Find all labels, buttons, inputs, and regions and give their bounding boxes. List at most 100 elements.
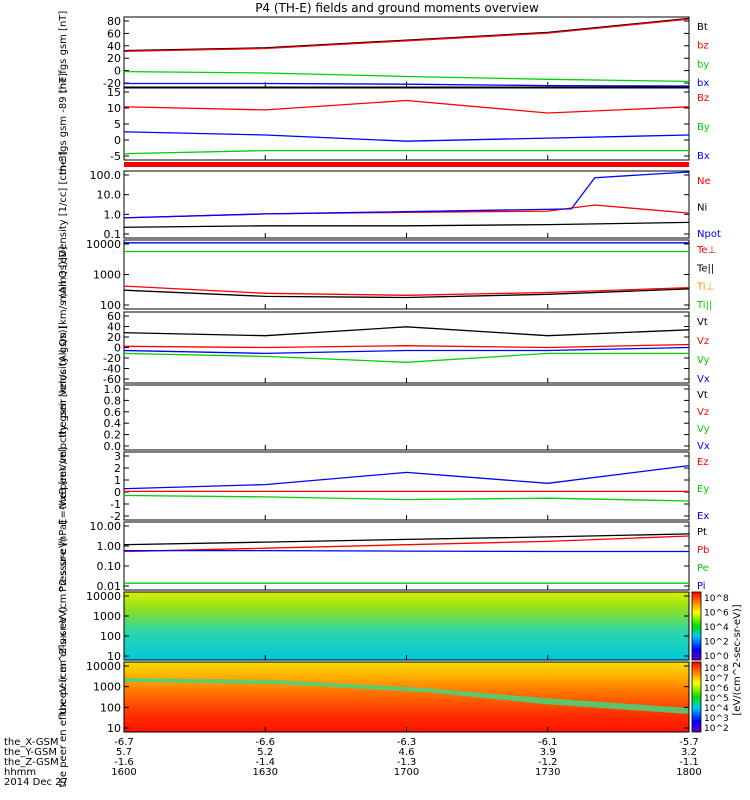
y-tick-label: 1.0: [104, 383, 122, 396]
legend-Pb: Pb: [697, 545, 709, 556]
y-tick-label: 0.8: [104, 394, 122, 407]
colorbar-tick-label: 10^2: [704, 724, 729, 734]
y-tick-label: 0.2: [104, 429, 122, 442]
footer-value: 3.9: [540, 747, 556, 758]
colorbar-tick-label: 10^4: [704, 623, 729, 633]
footer-value: -1.1: [679, 757, 699, 768]
y-tick-label: 10: [107, 722, 121, 735]
legend-Npot: Npot: [697, 229, 721, 240]
series-bz: [123, 18, 690, 52]
y-tick-label: 10000: [86, 590, 121, 603]
legend-Te⊥: Te⊥: [696, 245, 716, 256]
panel-8: 10.00 1.00 0.10 0.01 Pressure [nPa] Pt Pb Pe Pi: [58, 520, 709, 593]
legend-Vy: Vy: [697, 355, 710, 366]
footer-row-label: the_Y-GSM: [4, 747, 57, 758]
footer-row-label: the_X-GSM: [4, 737, 58, 748]
series-bx: [124, 82, 690, 87]
y-tick-label: -1: [110, 498, 121, 511]
spectrogram: [124, 592, 689, 660]
y-tick-label: 0: [114, 342, 121, 355]
y-axis-label: mom3 [eV]: [58, 246, 69, 302]
y-tick-label: 0: [114, 65, 121, 78]
footer-value: 1730: [535, 767, 560, 778]
footer-value: -6.7: [114, 737, 134, 748]
spectrogram: [124, 662, 689, 732]
legend-bx: bx: [697, 78, 709, 89]
panel-6: 1.00.80.60.40.20.0 the peer velocity gsm …: [58, 325, 710, 509]
legend-Te||: Te||: [696, 263, 714, 274]
colorbar: [691, 661, 702, 733]
footer-value: 4.6: [399, 747, 415, 758]
series-Pb: [123, 535, 690, 553]
panel-frame: [123, 87, 690, 161]
y-axis-label: the fgs gsm [nT]: [58, 11, 69, 94]
legend-Ni: Ni: [697, 203, 707, 214]
legend-Ti||: Ti||: [696, 300, 712, 311]
y-axis-label: Density [1/cc] [cm-3]: [58, 151, 69, 257]
legend-Bt: Bt: [697, 22, 708, 33]
colorbar: [691, 591, 702, 661]
y-tick-label: 15: [107, 86, 121, 99]
colorbar-tick-label: 10^2: [704, 638, 729, 648]
y-tick-label: -40: [103, 363, 121, 376]
series-Bz: [123, 99, 690, 114]
legend-by: by: [697, 59, 709, 70]
y-tick-label: 10.0: [97, 189, 122, 202]
y-axis-label: the fgs gsm -89 [nT]: [58, 73, 69, 175]
y-tick-label: 1000: [93, 610, 121, 623]
legend-By: By: [697, 122, 710, 133]
y-tick-label: 1.00: [97, 540, 122, 553]
footer-row-label: hhmm: [4, 767, 36, 778]
legend-Pe: Pe: [697, 563, 709, 574]
y-axis-label: the peir velocity gsm [km/s (All Qs)]: [58, 257, 69, 438]
legend-Ne: Ne: [697, 176, 711, 187]
y-tick-label: 80: [107, 15, 121, 28]
series-Vy: [123, 352, 689, 363]
series-Ex: [123, 464, 690, 490]
y-tick-label: 100.0: [90, 169, 122, 182]
series-By: [123, 149, 689, 155]
footer-value: -1.4: [255, 757, 275, 768]
panel-4: 10000 1000 100 mom3 [eV] Te⊥ Te|| Ti⊥ Ti||: [58, 238, 716, 312]
legend-Vx: Vx: [697, 441, 710, 452]
y-tick-label: 10000: [86, 238, 121, 251]
footer-value: -5.7: [679, 737, 699, 748]
footer-value: 1800: [676, 767, 701, 778]
series-Npot: [123, 171, 690, 219]
colorbar-tick-label: 10^8: [704, 594, 729, 604]
series-Ti⊥: [123, 285, 690, 296]
series-Pi: [124, 549, 689, 553]
y-tick-label: -2: [110, 510, 121, 523]
y-tick-label: -5: [110, 150, 121, 163]
footer-value: -6.1: [538, 737, 558, 748]
panel-frame: [123, 521, 690, 591]
y-tick-label: 2: [114, 462, 121, 475]
series-Bt: [123, 17, 690, 52]
y-tick-label: 1000: [93, 681, 121, 694]
legend-Ti⊥: Ti⊥: [696, 282, 714, 293]
y-tick-label: 5: [114, 118, 121, 131]
y-axis-label: the peer velocity gsm [km/s (All Qs)]: [58, 325, 69, 509]
y-axis-label: the peer en eflux eV (cm^2-s-sr-eV): [58, 607, 69, 788]
y-tick-label: 0.6: [104, 406, 122, 419]
panel-frame: [123, 170, 690, 239]
series-Vz: [123, 343, 690, 349]
spectrogram-band: [124, 678, 689, 714]
y-axis-label: E=-VxB [mV/m]: [58, 447, 69, 525]
footer-value: -6.6: [255, 737, 275, 748]
y-tick-label: 10: [107, 102, 121, 115]
footer-row-label: the_Z-GSM: [4, 757, 59, 768]
y-tick-label: 0: [114, 134, 121, 147]
series-Ni: [123, 221, 690, 228]
colorbar-tick-label: 10^4: [704, 704, 729, 714]
y-tick-label: 1: [114, 474, 121, 487]
footer-value: -1.6: [114, 757, 134, 768]
colorbar-tick-label: 10^7: [704, 674, 729, 684]
colorbar-tick-label: 10^5: [704, 694, 729, 704]
flag-bar: [124, 162, 689, 167]
y-axis-label: Pressure [nPa]: [58, 520, 69, 592]
